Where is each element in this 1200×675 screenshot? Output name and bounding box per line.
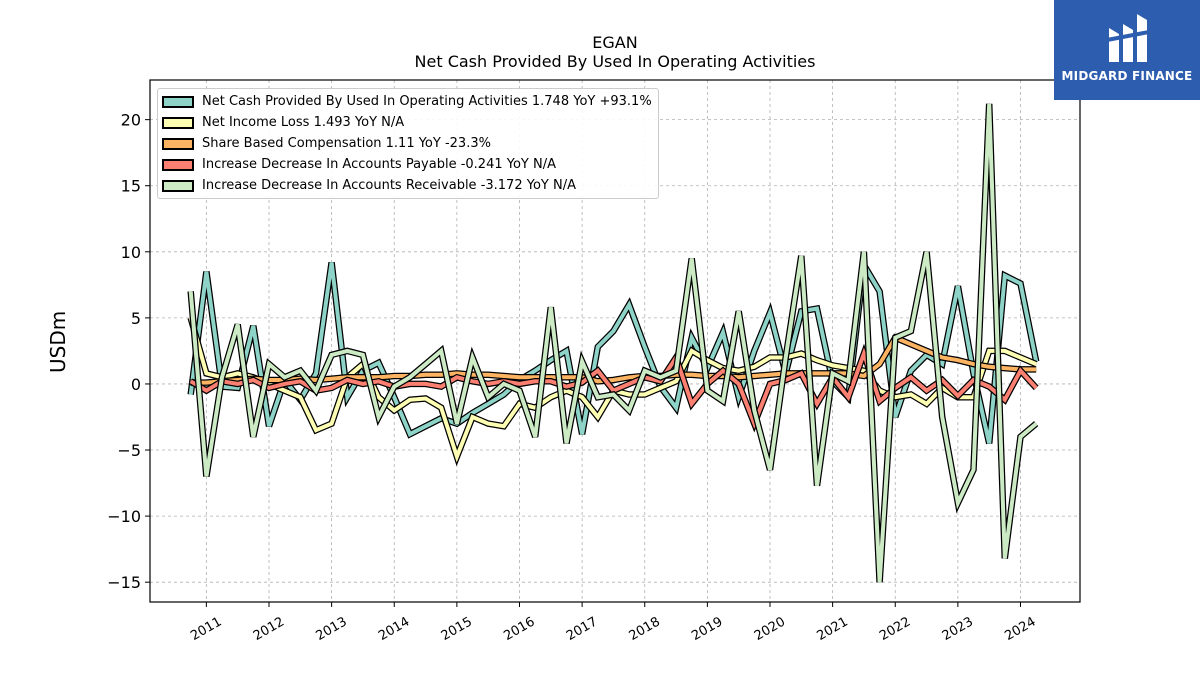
x-tick-label: 2019 bbox=[689, 614, 725, 644]
legend: Net Cash Provided By Used In Operating A… bbox=[157, 88, 659, 199]
legend-label: Share Based Compensation 1.11 YoY -23.3% bbox=[202, 136, 491, 151]
legend-swatch bbox=[162, 179, 194, 192]
y-tick-label: 15 bbox=[121, 177, 141, 196]
legend-swatch bbox=[162, 158, 194, 171]
series-line-4 bbox=[188, 103, 1038, 583]
x-tick-label: 2021 bbox=[814, 614, 850, 644]
x-tick-label: 2022 bbox=[877, 614, 913, 644]
x-tick-label: 2017 bbox=[564, 614, 600, 644]
legend-label: Increase Decrease In Accounts Receivable… bbox=[202, 178, 576, 193]
y-tick-label: 20 bbox=[121, 111, 141, 130]
legend-label: Increase Decrease In Accounts Payable -0… bbox=[202, 157, 556, 172]
plot-frame bbox=[149, 79, 1081, 603]
y-tick-label: 10 bbox=[121, 243, 141, 262]
y-tick-label: 5 bbox=[131, 309, 141, 328]
legend-swatch bbox=[162, 116, 194, 129]
x-tick-label: 2012 bbox=[251, 614, 287, 644]
y-tick-label: −10 bbox=[107, 507, 141, 526]
series-line-0 bbox=[188, 258, 1039, 444]
legend-item: Share Based Compensation 1.11 YoY -23.3% bbox=[162, 133, 652, 154]
x-tick-label: 2020 bbox=[752, 614, 788, 644]
x-tick-label: 2024 bbox=[1002, 614, 1038, 644]
legend-label: Net Cash Provided By Used In Operating A… bbox=[202, 94, 652, 109]
legend-swatch bbox=[162, 137, 194, 150]
y-axis-label: USDm bbox=[46, 310, 70, 373]
legend-item: Increase Decrease In Accounts Payable -0… bbox=[162, 154, 652, 175]
legend-item: Net Cash Provided By Used In Operating A… bbox=[162, 91, 652, 112]
legend-item: Increase Decrease In Accounts Receivable… bbox=[162, 175, 652, 196]
chart-subtitle: Net Cash Provided By Used In Operating A… bbox=[414, 52, 816, 71]
x-tick-label: 2018 bbox=[627, 614, 663, 644]
x-tick-label: 2014 bbox=[376, 614, 412, 644]
x-tick-label: 2011 bbox=[188, 614, 224, 644]
legend-label: Net Income Loss 1.493 YoY N/A bbox=[202, 115, 405, 130]
x-tick-label: 2016 bbox=[501, 614, 537, 644]
brand-logo: MIDGARD FINANCE bbox=[1054, 0, 1200, 100]
y-tick-label: 0 bbox=[131, 375, 141, 394]
brand-logo-icon bbox=[1106, 14, 1150, 62]
legend-item: Net Income Loss 1.493 YoY N/A bbox=[162, 112, 652, 133]
x-tick-label: 2023 bbox=[940, 614, 976, 644]
y-tick-label: −15 bbox=[107, 573, 141, 592]
legend-swatch bbox=[162, 95, 194, 108]
brand-name: MIDGARD FINANCE bbox=[1061, 69, 1193, 83]
x-tick-label: 2013 bbox=[313, 614, 349, 644]
chart-title: EGAN bbox=[592, 33, 638, 52]
y-tick-label: −5 bbox=[117, 441, 141, 460]
x-tick-label: 2015 bbox=[439, 614, 475, 644]
